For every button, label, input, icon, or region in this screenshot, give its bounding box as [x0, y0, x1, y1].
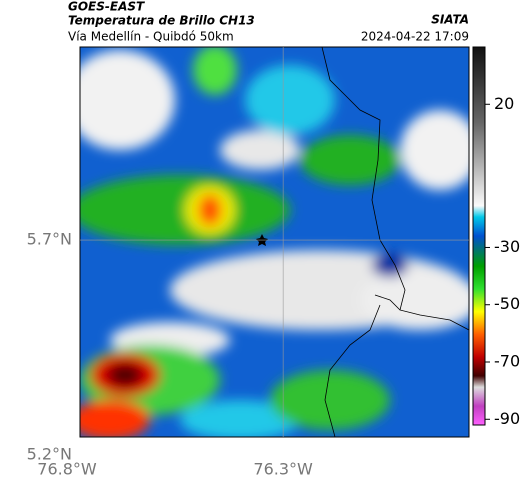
title: GOES-EAST — [68, 0, 145, 14]
route: Vía Medellín - Quibdó 50km — [68, 30, 234, 44]
lon-tick-label: 76.8°W — [37, 460, 97, 479]
colorbar-label: -30 — [494, 237, 520, 256]
colorbar-label: -90 — [494, 409, 520, 428]
source: SIATA — [431, 13, 469, 27]
colorbar-label: -50 — [494, 294, 520, 313]
lat-tick-label: 5.2°N — [27, 445, 72, 464]
colorbar — [472, 46, 486, 426]
coastline — [321, 47, 469, 437]
lon-tick-label: 76.3°W — [253, 460, 313, 479]
timestamp: 2024-04-22 17:09 — [361, 30, 469, 44]
colorbar-label: 20 — [494, 94, 514, 113]
lat-tick-label: 5.7°N — [27, 230, 72, 249]
satellite-image — [80, 47, 469, 437]
plot-frame — [79, 46, 470, 438]
subtitle: Temperatura de Brillo CH13 — [68, 14, 255, 28]
colorbar-label: -70 — [494, 352, 520, 371]
